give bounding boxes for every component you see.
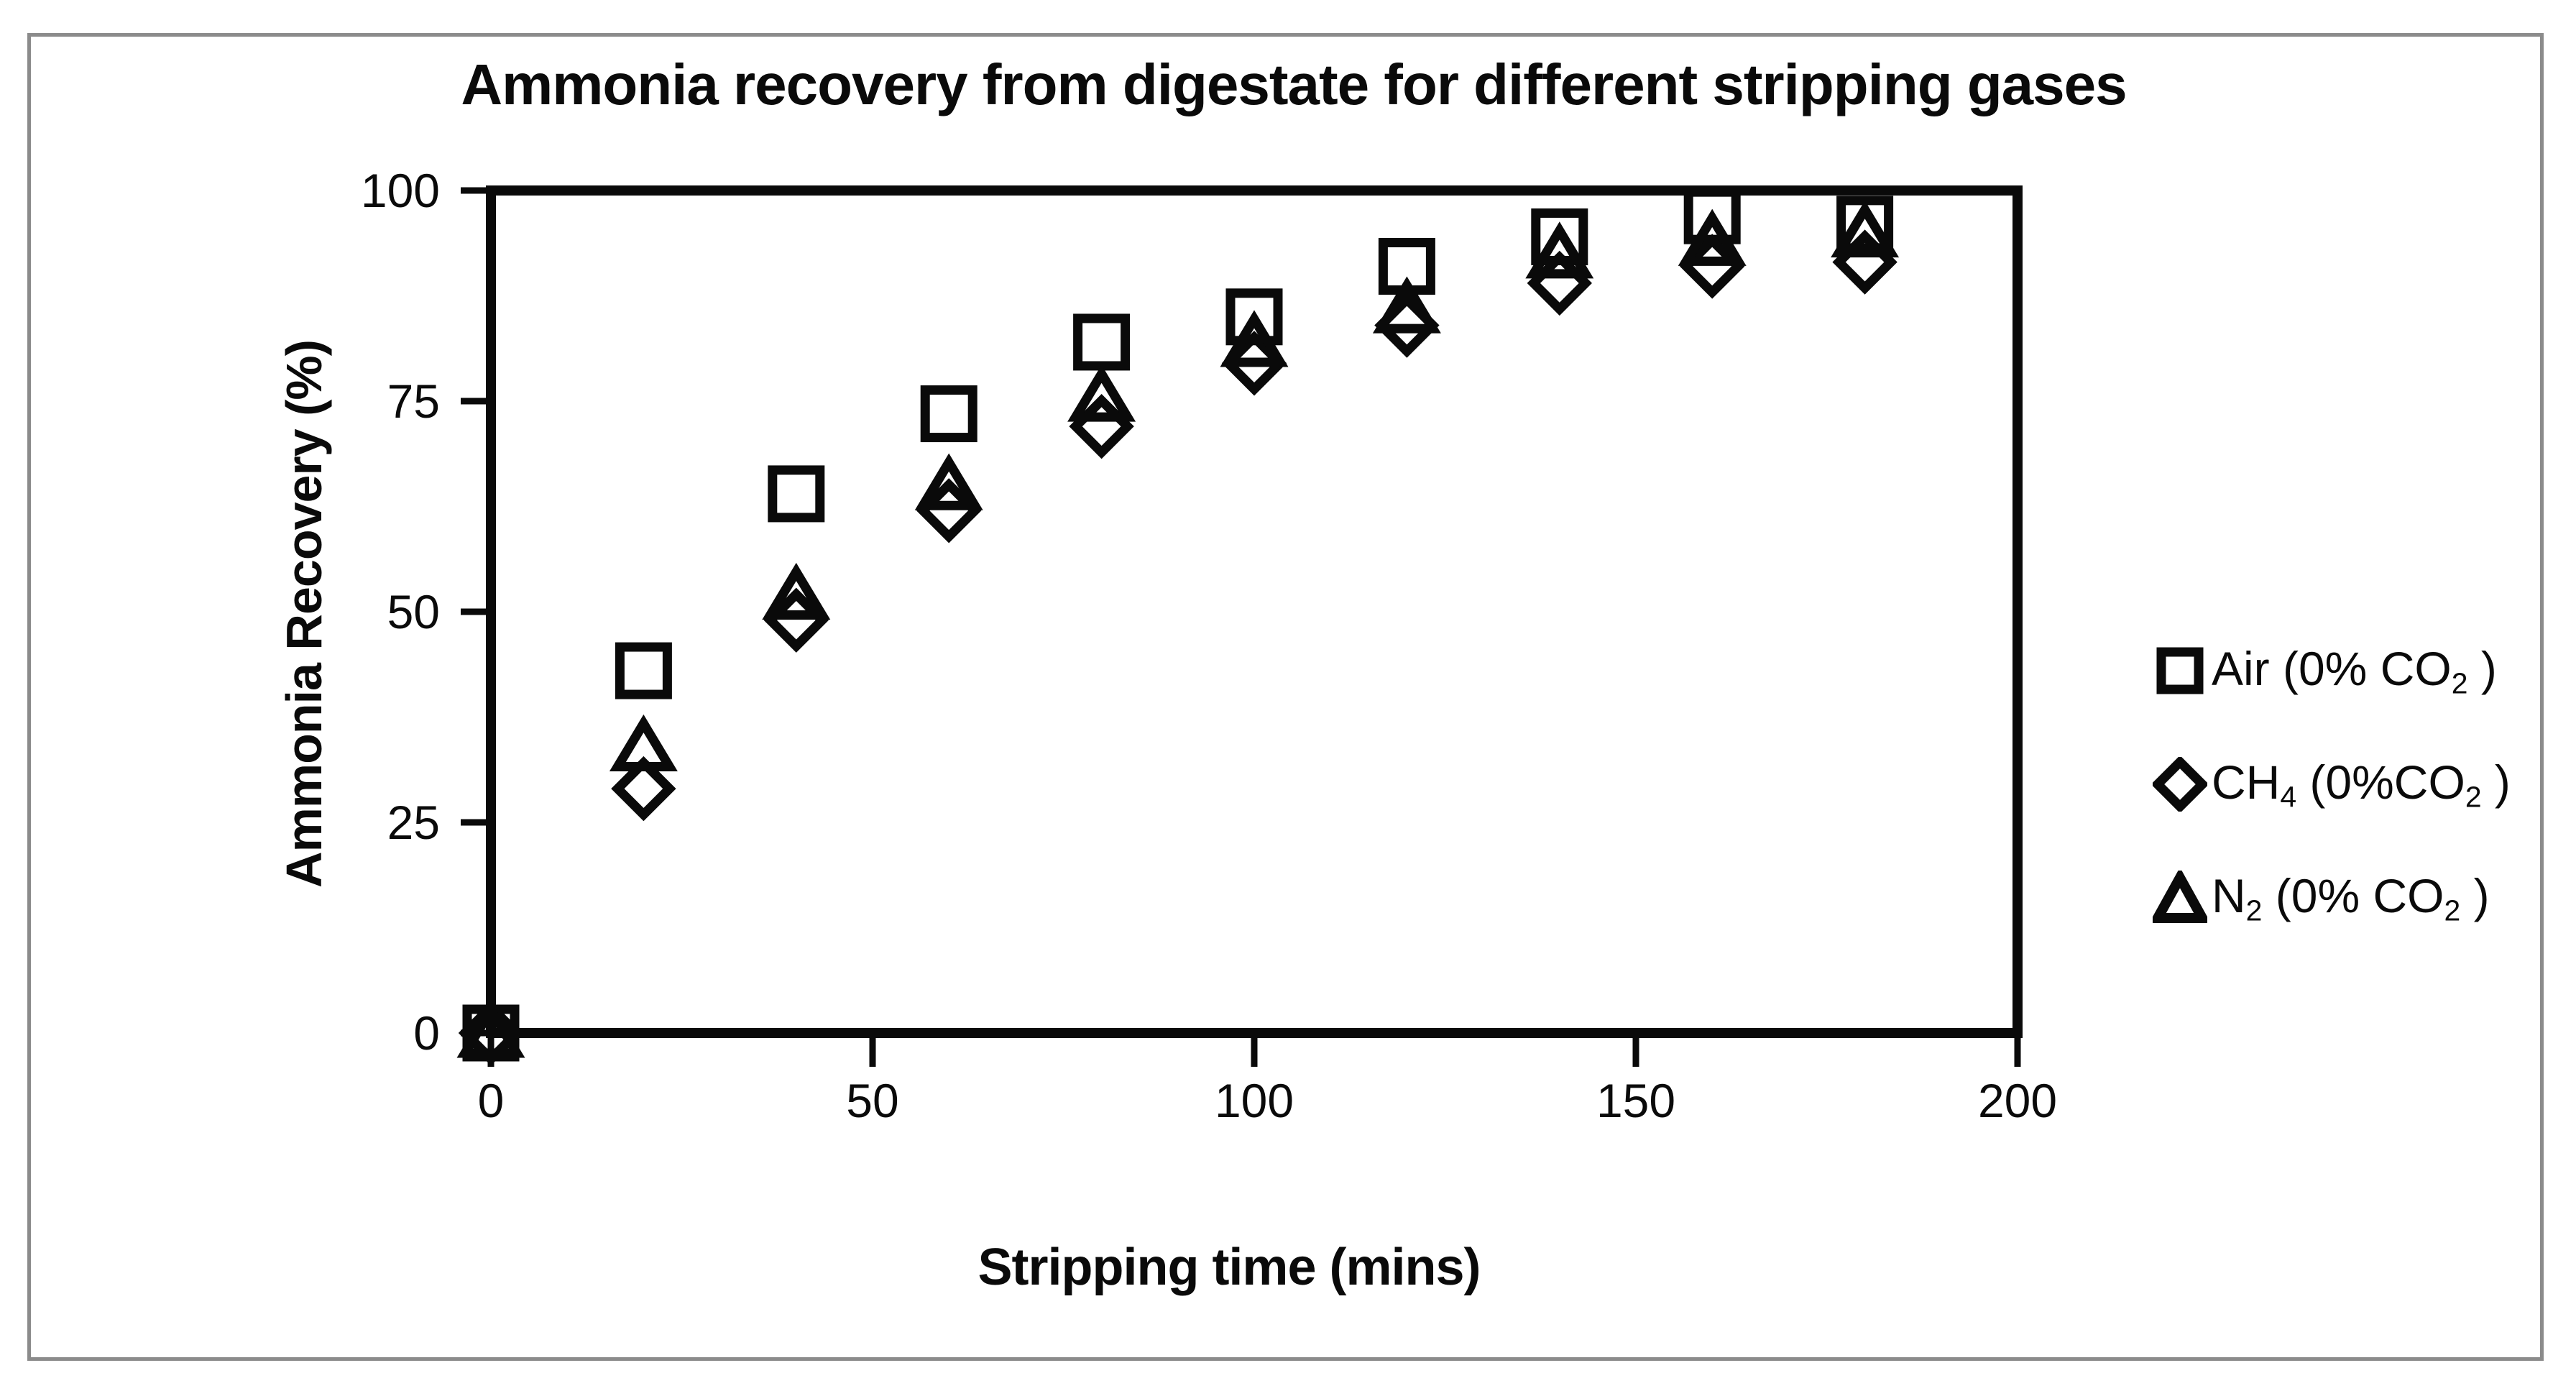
legend-label-n2: N2 (0% CO2 ) <box>2212 868 2490 927</box>
x-tick-label: 0 <box>477 1074 505 1127</box>
data-point-triangle <box>1372 276 1441 334</box>
y-tick-label: 25 <box>387 796 440 849</box>
x-tick-label: 50 <box>846 1074 899 1127</box>
legend-label-air: Air (0% CO2 ) <box>2212 641 2497 700</box>
y-tick-label: 100 <box>360 164 440 217</box>
diamond-icon <box>2153 757 2207 812</box>
data-point-diamond <box>458 1000 524 1066</box>
data-point-square <box>768 465 825 523</box>
legend: Air (0% CO2 ) CH4 (0%CO2 ) N2 (0% CO2 ) <box>2153 640 2511 981</box>
data-point-triangle <box>1220 310 1289 367</box>
data-point-square <box>615 642 672 699</box>
data-point-triangle <box>1067 364 1136 422</box>
triangle-icon <box>2153 871 2207 923</box>
x-axis-title: Stripping time (mins) <box>978 1239 1481 1296</box>
data-point-triangle <box>1678 208 1747 266</box>
legend-item-air: Air (0% CO2 ) <box>2153 640 2511 702</box>
square-icon <box>2156 647 2204 694</box>
y-tick-label: 75 <box>387 375 440 428</box>
x-axis-ticks <box>487 1038 2021 1067</box>
legend-item-ch4: CH4 (0%CO2 ) <box>2153 753 2511 815</box>
x-tick-label: 200 <box>1977 1074 2058 1127</box>
plot-frame <box>486 185 2023 1038</box>
data-point-square <box>1073 313 1131 371</box>
chart-title: Ammonia recovery from digestate for diff… <box>461 52 2127 116</box>
data-point-triangle <box>1525 221 1594 279</box>
y-tick-label: 50 <box>387 585 440 638</box>
data-point-triangle <box>914 453 983 510</box>
y-axis-ticks <box>461 187 487 1037</box>
data-point-triangle <box>1831 200 1900 258</box>
legend-item-n2: N2 (0% CO2 ) <box>2153 867 2511 929</box>
x-tick-label: 150 <box>1596 1074 1676 1127</box>
legend-label-ch4: CH4 (0%CO2 ) <box>2212 755 2511 814</box>
data-point-triangle <box>609 714 678 772</box>
data-markers <box>456 187 1900 1066</box>
data-point-triangle <box>762 562 831 620</box>
x-tick-label: 100 <box>1214 1074 1294 1127</box>
y-axis-title: Ammonia Recovery (%) <box>276 340 332 888</box>
data-point-square <box>1836 196 1894 253</box>
figure-border <box>27 33 2544 1361</box>
data-point-square <box>920 385 978 443</box>
data-point-triangle <box>456 1001 525 1058</box>
data-point-diamond <box>611 756 676 822</box>
y-tick-label: 0 <box>413 1006 440 1060</box>
